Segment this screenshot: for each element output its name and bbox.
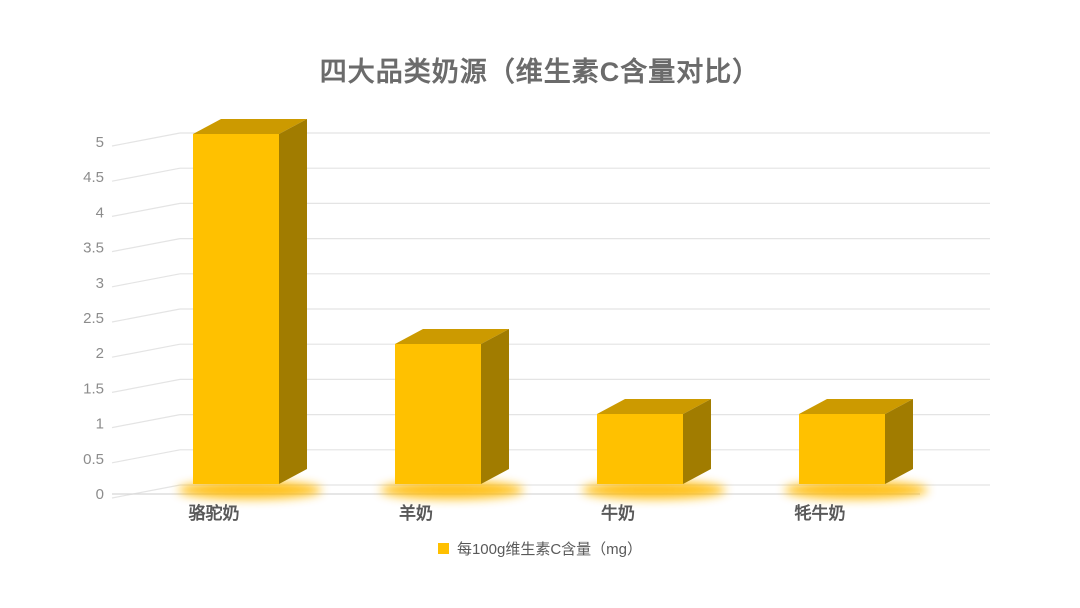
gridline-diagonal bbox=[111, 132, 181, 147]
gridline-diagonal bbox=[111, 343, 181, 358]
y-axis-tick-label: 4.5 bbox=[83, 169, 104, 186]
bar-side-face bbox=[279, 119, 307, 484]
bar-column bbox=[597, 399, 711, 484]
legend-label: 每100g维生素C含量（mg） bbox=[456, 541, 643, 558]
bar-front-face bbox=[597, 414, 683, 484]
y-axis-tick-label: 0 bbox=[96, 486, 104, 503]
bar-front-face bbox=[395, 344, 481, 484]
y-axis-tick-label: 0.5 bbox=[83, 451, 104, 468]
gridline-diagonal bbox=[111, 238, 181, 253]
y-axis-tick-label: 2 bbox=[96, 345, 104, 362]
y-axis-tick-label: 3 bbox=[96, 275, 104, 292]
y-axis-tick-label: 4 bbox=[96, 204, 104, 221]
y-axis-tick-label: 2.5 bbox=[83, 310, 104, 327]
y-axis-tick-label: 1 bbox=[96, 416, 104, 433]
bar-glow bbox=[380, 481, 524, 499]
y-axis-tick-label: 5 bbox=[96, 134, 104, 151]
gridline-diagonal bbox=[111, 449, 181, 464]
gridline-diagonal bbox=[111, 414, 181, 429]
bar-front-face bbox=[193, 134, 279, 484]
x-axis-category-label: 牦牛奶 bbox=[795, 503, 846, 523]
gridline-diagonal bbox=[111, 308, 181, 323]
bar-column bbox=[799, 399, 913, 484]
bar-top-face bbox=[395, 329, 509, 344]
bar-side-face bbox=[683, 399, 711, 484]
chart-title: 四大品类奶源（维生素C含量对比） bbox=[319, 57, 761, 87]
gridline-diagonal bbox=[111, 202, 181, 217]
bar-side-face bbox=[481, 329, 509, 484]
x-axis-category-label: 牛奶 bbox=[601, 503, 635, 523]
bar-glow bbox=[178, 481, 322, 499]
bar-top-face bbox=[799, 399, 913, 414]
gridline-diagonal bbox=[111, 167, 181, 182]
bar-column bbox=[193, 119, 307, 484]
bar-glow bbox=[582, 481, 726, 499]
gridline-diagonal bbox=[111, 484, 181, 499]
gridline-diagonal bbox=[111, 378, 181, 393]
x-axis-category-label: 骆驼奶 bbox=[189, 503, 240, 523]
bar-top-face bbox=[597, 399, 711, 414]
y-axis-tick-label: 3.5 bbox=[83, 240, 104, 257]
legend-swatch-icon bbox=[437, 543, 449, 554]
y-axis-tick-label: 1.5 bbox=[83, 380, 104, 397]
legend: 每100g维生素C含量（mg） bbox=[0, 538, 1080, 559]
bar-side-face bbox=[885, 399, 913, 484]
gridline-diagonal bbox=[111, 273, 181, 288]
x-axis-category-label: 羊奶 bbox=[399, 503, 433, 523]
bar-front-face bbox=[799, 414, 885, 484]
bar-column bbox=[395, 329, 509, 484]
bar-top-face bbox=[193, 119, 307, 134]
bar-glow bbox=[784, 481, 928, 499]
